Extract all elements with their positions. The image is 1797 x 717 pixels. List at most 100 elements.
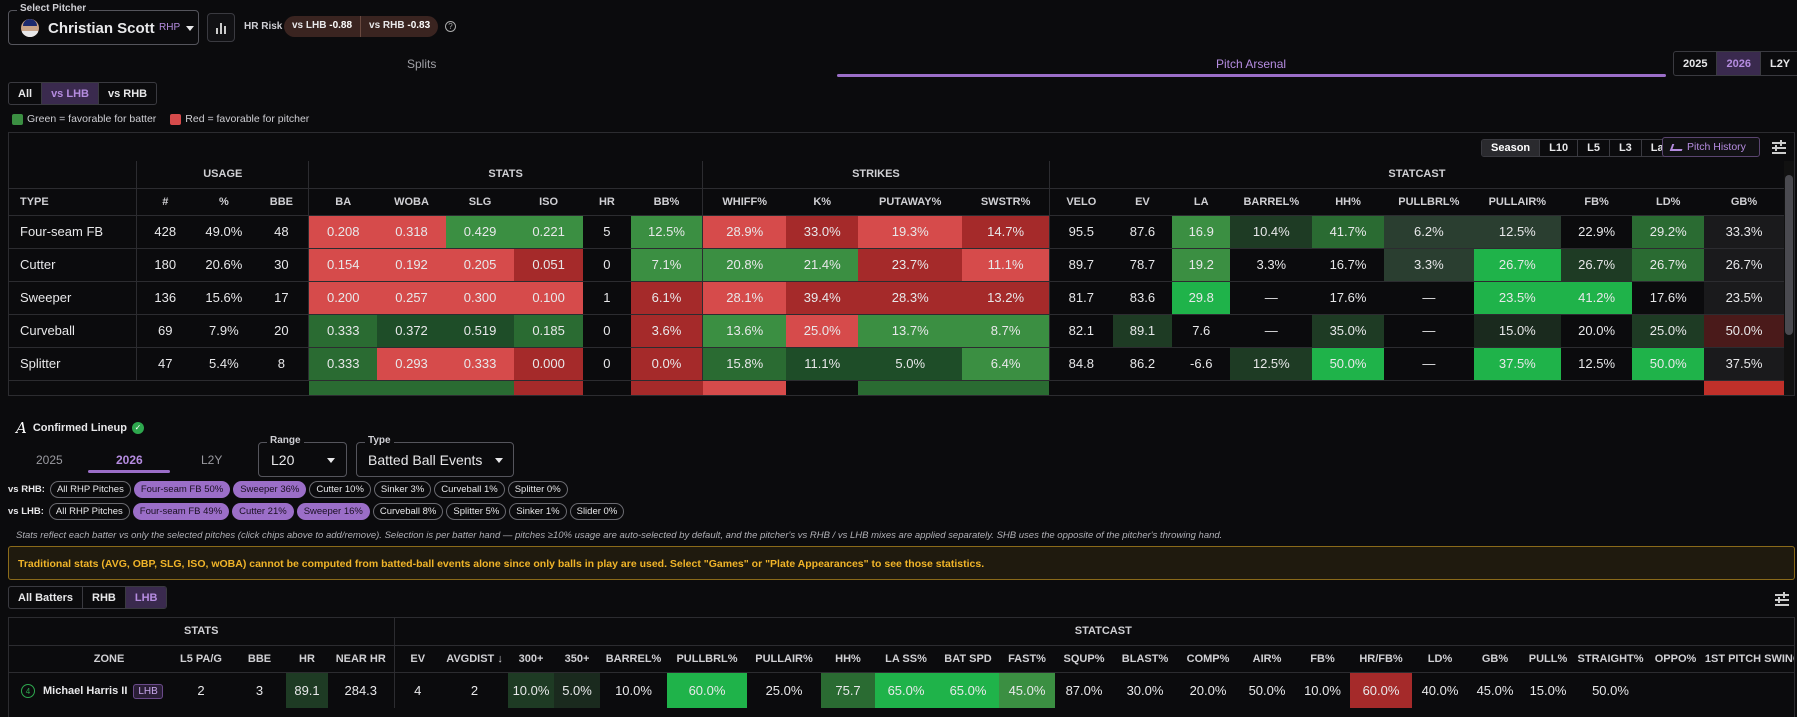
table-row[interactable]: Four-seam FB 428 49.0% 48 0.208 0.318 0.429 0.2… xyxy=(9,215,1784,249)
col-header-300[interactable]: 300+ xyxy=(508,645,555,673)
col-header-blast[interactable]: BLAST% xyxy=(1113,645,1178,673)
col-header-squp[interactable]: SQUP% xyxy=(1055,645,1114,673)
lineup-year-l2y[interactable]: L2Y xyxy=(201,453,223,467)
col-header-pullair[interactable]: PULLAIR% xyxy=(1473,188,1561,216)
pitch-chip-splitter-5[interactable]: Splitter 5% xyxy=(446,503,507,520)
col-header-la[interactable]: LA xyxy=(1172,188,1231,216)
col-header-ev[interactable]: EV xyxy=(394,645,442,673)
table-row[interactable]: Splitter 47 5.4% 8 0.333 0.293 0.333 0.000 0 0.0%… xyxy=(9,347,1784,381)
col-header-pull[interactable]: PULL% xyxy=(1522,645,1575,673)
col-header-gb[interactable]: GB% xyxy=(1704,188,1784,216)
pitch-history-button[interactable]: Pitch History xyxy=(1662,137,1760,157)
col-header-[interactable]: % xyxy=(193,188,255,216)
col-header-la-ss[interactable]: LA SS% xyxy=(875,645,938,673)
filter-vs-lhb[interactable]: vs LHB xyxy=(42,83,99,104)
col-header-k[interactable]: K% xyxy=(786,188,859,216)
pitch-chip-splitter-0[interactable]: Splitter 0% xyxy=(507,481,568,498)
col-header-350[interactable]: 350+ xyxy=(554,645,601,673)
table-row[interactable]: Sweeper 136 15.6% 17 0.200 0.257 0.300 0.100 1 6.… xyxy=(9,281,1784,315)
col-header-comp[interactable]: COMP% xyxy=(1177,645,1240,673)
col-header-bat-spd[interactable]: BAT SPD xyxy=(937,645,1000,673)
bar-chart-button[interactable] xyxy=(207,13,235,42)
col-header-ld[interactable]: LD% xyxy=(1632,188,1705,216)
col-header-l5-pa-g[interactable]: L5 PA/G xyxy=(169,645,233,673)
col-header-bbe[interactable]: BBE xyxy=(254,188,310,216)
col-header-swstr[interactable]: SWSTR% xyxy=(962,188,1050,216)
col-header-oppo[interactable]: OPPO% xyxy=(1647,645,1705,673)
col-header-hh[interactable]: HH% xyxy=(1312,188,1384,216)
year-2025[interactable]: 2025 xyxy=(1674,52,1718,75)
col-header-hh[interactable]: HH% xyxy=(821,645,876,673)
pitch-chip-four-seam-fb-49[interactable]: Four-seam FB 49% xyxy=(132,503,230,520)
col-header-slg[interactable]: SLG xyxy=(445,188,515,216)
period-l5[interactable]: L5 xyxy=(1578,140,1610,156)
col-header-pullbrl[interactable]: PULLBRL% xyxy=(667,645,748,673)
pitch-chip-all-rhp-pitches[interactable]: All RHP Pitches xyxy=(48,503,130,520)
col-header-fast[interactable]: FAST% xyxy=(999,645,1056,673)
pitch-chip-curveball-1[interactable]: Curveball 1% xyxy=(434,481,505,498)
table-row[interactable]: Curveball 69 7.9% 20 0.333 0.372 0.519 0.185 0 3.… xyxy=(9,314,1784,348)
year-l2y[interactable]: L2Y xyxy=(1769,57,1791,70)
vertical-scrollbar[interactable] xyxy=(1784,161,1794,395)
col-header-bbe[interactable]: BBE xyxy=(233,645,286,673)
pitch-chip-sinker-1[interactable]: Sinker 1% xyxy=(509,503,567,520)
col-header-putaway[interactable]: PUTAWAY% xyxy=(858,188,963,216)
col-header-near-hr[interactable]: NEAR HR xyxy=(328,645,395,673)
col-header-hr[interactable]: HR xyxy=(286,645,328,673)
filter-lhb[interactable]: LHB xyxy=(125,587,167,608)
tab-pitch-arsenal[interactable]: Pitch Arsenal xyxy=(1216,57,1287,71)
col-header-barrel[interactable]: BARREL% xyxy=(600,645,668,673)
col-header-iso[interactable]: ISO xyxy=(514,188,583,216)
col-header-avgdist[interactable]: AVGDIST ↓ xyxy=(441,645,509,673)
pitch-chip-sweeper-16[interactable]: Sweeper 16% xyxy=(296,503,370,520)
period-l3[interactable]: L3 xyxy=(1610,140,1642,156)
filter-all[interactable]: All xyxy=(9,83,43,104)
col-header-pullair[interactable]: PULLAIR% xyxy=(747,645,822,673)
period-season[interactable]: Season xyxy=(1482,140,1541,156)
help-icon[interactable]: ? xyxy=(445,21,456,32)
type-select[interactable]: Type Batted Ball Events xyxy=(356,435,514,477)
tab-splits[interactable]: Splits xyxy=(407,57,437,71)
table-row[interactable]: 4 Michael Harris II LHB 2 3 89.1 284.3 4 2 10.0% 5… xyxy=(9,672,1794,708)
range-select[interactable]: Range L20 xyxy=(258,435,347,477)
col-header-ev[interactable]: EV xyxy=(1112,188,1173,216)
pitch-chip-cutter-21[interactable]: Cutter 21% xyxy=(232,503,294,520)
col-header-gb[interactable]: GB% xyxy=(1468,645,1523,673)
pitch-chip-sinker-3[interactable]: Sinker 3% xyxy=(373,481,432,498)
col-header-fb[interactable]: FB% xyxy=(1295,645,1351,673)
filter-rhb[interactable]: RHB xyxy=(83,587,126,608)
pitch-chip-curveball-8[interactable]: Curveball 8% xyxy=(372,503,444,520)
pitch-chip-sweeper-36[interactable]: Sweeper 36% xyxy=(233,481,307,498)
col-header-velo[interactable]: VELO xyxy=(1049,188,1113,216)
settings-icon[interactable] xyxy=(1772,140,1786,154)
col-header-type[interactable]: TYPE xyxy=(9,188,138,216)
col-header-[interactable]: # xyxy=(136,188,194,216)
col-header-woba[interactable]: WOBA xyxy=(377,188,446,216)
col-header-straight[interactable]: STRAIGHT% xyxy=(1574,645,1648,673)
table-row[interactable]: Cutter 180 20.6% 30 0.154 0.192 0.205 0.051 0 7.1… xyxy=(9,248,1784,282)
col-header-ld[interactable]: LD% xyxy=(1412,645,1469,673)
col-header-hr-fb[interactable]: HR/FB% xyxy=(1350,645,1413,673)
filter-vs-rhb[interactable]: vs RHB xyxy=(107,87,148,100)
pitch-chip-slider-0[interactable]: Slider 0% xyxy=(569,503,625,520)
period-l10[interactable]: L10 xyxy=(1540,140,1579,156)
col-header-air[interactable]: AIR% xyxy=(1239,645,1296,673)
col-header-bb[interactable]: BB% xyxy=(630,188,704,216)
col-header-barrel[interactable]: BARREL% xyxy=(1230,188,1313,216)
filter-all-batters[interactable]: All Batters xyxy=(9,587,84,608)
pitcher-select[interactable]: Select Pitcher Christian Scott RHP xyxy=(8,3,199,45)
col-header-zone[interactable]: ZONE xyxy=(9,645,169,673)
col-header-hr[interactable]: HR xyxy=(582,188,631,216)
batter-name[interactable]: Michael Harris II xyxy=(43,685,128,698)
col-header-1st-pitch-swing[interactable]: 1ST PITCH SWING% xyxy=(1704,645,1794,673)
lineup-year-2025[interactable]: 2025 xyxy=(36,453,63,467)
col-header-whiff[interactable]: WHIFF% xyxy=(702,188,787,216)
col-header-ba[interactable]: BA xyxy=(308,188,378,216)
year-2026[interactable]: 2026 xyxy=(1717,52,1761,75)
lineup-year-2026[interactable]: 2026 xyxy=(116,453,143,467)
col-header-fb[interactable]: FB% xyxy=(1560,188,1633,216)
col-header-pullbrl[interactable]: PULLBRL% xyxy=(1383,188,1474,216)
batter-settings-icon[interactable] xyxy=(1775,592,1789,606)
batter-cell[interactable]: 4 Michael Harris II LHB xyxy=(9,672,169,708)
pitch-chip-cutter-10[interactable]: Cutter 10% xyxy=(309,481,371,498)
